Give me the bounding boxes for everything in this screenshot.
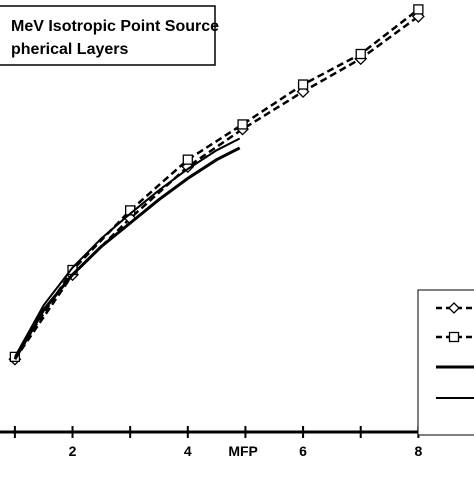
series-line-4 xyxy=(14,137,241,358)
chart-title-box: MeV Isotropic Point Source pherical Laye… xyxy=(0,5,219,66)
series-layer xyxy=(8,4,425,366)
series-line-2 xyxy=(13,8,420,358)
x-tick-label-6: 6 xyxy=(299,443,307,459)
legend-marker-1 xyxy=(448,302,460,314)
x-tick-label-2: 2 xyxy=(69,443,77,459)
x-tick-label-4: 4 xyxy=(184,443,192,459)
chart-title-line-2: pherical Layers xyxy=(11,41,129,58)
x-axis-label: MFP xyxy=(228,443,258,459)
legend xyxy=(417,289,474,436)
axis-layer: 2 4 6 8 MFP xyxy=(0,426,474,459)
series-2-point-5 xyxy=(237,119,248,130)
x-tick-label-8: 8 xyxy=(414,443,422,459)
legend-marker-2 xyxy=(448,331,460,343)
series-2-point-6 xyxy=(297,79,309,90)
series-line-1 xyxy=(13,15,420,360)
series-2-point-7 xyxy=(355,48,366,60)
series-2-point-4 xyxy=(182,154,193,165)
series-line-3 xyxy=(13,146,241,360)
series-2-point-8 xyxy=(413,4,424,15)
chart-title-line-1: MeV Isotropic Point Source xyxy=(11,18,219,35)
title-box-frame xyxy=(0,5,216,66)
legend-frame xyxy=(417,289,474,436)
